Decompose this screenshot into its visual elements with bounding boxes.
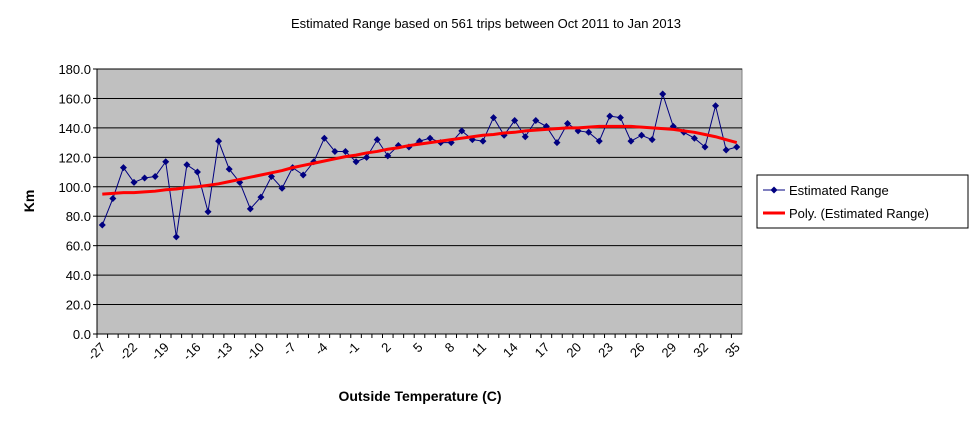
point xyxy=(574,127,582,135)
x-tick-label: 26 xyxy=(627,340,648,361)
x-tick-label: 17 xyxy=(532,340,553,361)
x-tick-label: 32 xyxy=(690,340,711,361)
y-tick-label: 0.0 xyxy=(73,327,91,342)
point xyxy=(542,122,550,130)
point xyxy=(458,127,466,135)
point xyxy=(299,171,307,179)
x-tick-label: -22 xyxy=(116,340,140,364)
point xyxy=(162,158,170,166)
point xyxy=(151,172,159,180)
y-tick-label: 100.0 xyxy=(58,180,91,195)
point xyxy=(352,158,360,166)
y-tick-label: 40.0 xyxy=(66,268,91,283)
point xyxy=(384,152,392,160)
point xyxy=(246,205,254,213)
point xyxy=(616,114,624,122)
x-tick-label: 20 xyxy=(563,340,584,361)
x-tick-label: 29 xyxy=(659,340,680,361)
y-tick-label: 60.0 xyxy=(66,239,91,254)
y-tick-label: 20.0 xyxy=(66,298,91,313)
x-tick-label: 8 xyxy=(442,340,458,356)
point xyxy=(511,117,519,125)
point xyxy=(204,208,212,216)
x-tick-label: -16 xyxy=(180,340,204,364)
x-tick-label: 14 xyxy=(500,340,521,361)
x-tick-label: -13 xyxy=(211,340,235,364)
legend-marker xyxy=(770,186,778,194)
point xyxy=(490,114,498,122)
point xyxy=(331,147,339,155)
point xyxy=(278,184,286,192)
x-tick-label: -27 xyxy=(85,340,109,364)
x-tick-label: -7 xyxy=(280,340,299,359)
point xyxy=(659,90,667,98)
point xyxy=(363,153,371,161)
x-tick-label: -19 xyxy=(148,340,172,364)
point xyxy=(701,143,709,151)
point xyxy=(521,133,529,141)
point xyxy=(341,147,349,155)
y-tick-label: 80.0 xyxy=(66,209,91,224)
point xyxy=(638,131,646,139)
point xyxy=(130,178,138,186)
x-tick-label: 35 xyxy=(722,340,743,361)
trend-line xyxy=(102,124,738,196)
point xyxy=(532,117,540,125)
chart-title: Estimated Range based on 561 trips betwe… xyxy=(291,16,681,31)
y-axis-title: Km xyxy=(21,190,37,213)
plot-area xyxy=(96,68,743,335)
point xyxy=(183,161,191,169)
point xyxy=(172,233,180,241)
point xyxy=(564,119,572,127)
x-tick-label: -4 xyxy=(312,340,331,359)
point xyxy=(595,137,603,145)
legend-label: Estimated Range xyxy=(789,183,889,198)
y-tick-label: 160.0 xyxy=(58,91,91,106)
point xyxy=(119,164,127,172)
point xyxy=(109,195,117,203)
x-tick-label: -10 xyxy=(243,340,267,364)
point xyxy=(215,137,223,145)
y-tick-label: 180.0 xyxy=(58,62,91,77)
point xyxy=(426,134,434,142)
y-tick-label: 120.0 xyxy=(58,150,91,165)
point xyxy=(585,128,593,136)
legend-label: Poly. (Estimated Range) xyxy=(789,206,929,221)
y-tick-label: 140.0 xyxy=(58,121,91,136)
point xyxy=(553,139,561,147)
point xyxy=(722,146,730,154)
x-axis-title: Outside Temperature (C) xyxy=(338,388,501,404)
point xyxy=(733,143,741,151)
point xyxy=(690,134,698,142)
point xyxy=(648,136,656,144)
x-tick-label: 11 xyxy=(469,340,489,360)
point xyxy=(373,136,381,144)
x-tick-label: 2 xyxy=(378,340,394,356)
x-tick-label: -1 xyxy=(343,340,362,359)
point xyxy=(193,168,201,176)
legend-box xyxy=(756,174,969,229)
x-tick-label: 5 xyxy=(410,340,426,356)
point xyxy=(669,122,677,130)
point xyxy=(257,193,265,201)
point xyxy=(712,102,720,110)
point xyxy=(606,112,614,120)
point xyxy=(98,221,106,229)
point xyxy=(479,137,487,145)
point xyxy=(141,174,149,182)
point xyxy=(320,134,328,142)
point xyxy=(627,137,635,145)
point xyxy=(225,165,233,173)
point xyxy=(267,172,275,180)
x-tick-label: 23 xyxy=(595,340,616,361)
